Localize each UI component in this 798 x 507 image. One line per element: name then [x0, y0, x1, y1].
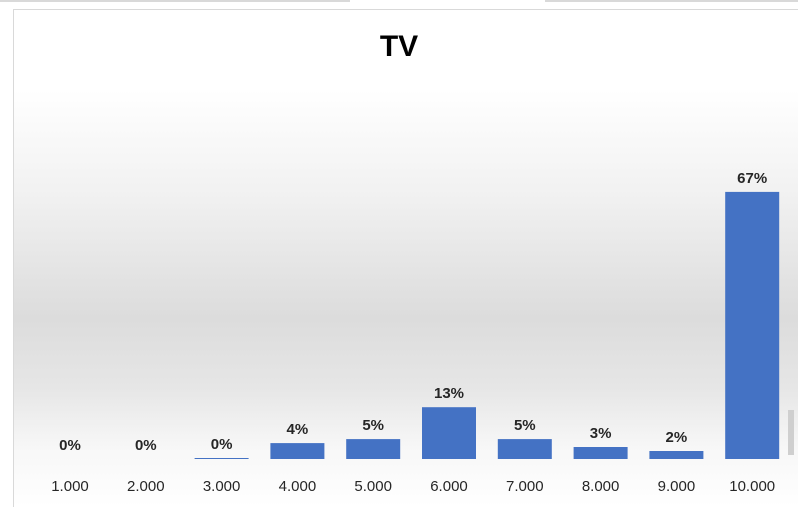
bar-3	[194, 458, 249, 459]
chart-area	[13, 9, 798, 507]
chart-title: TV	[379, 30, 419, 63]
bar-9	[649, 451, 704, 459]
bar-8	[573, 447, 628, 459]
data-label-10: 67%	[737, 170, 767, 187]
data-label-9: 2%	[666, 429, 688, 446]
bar-6	[422, 407, 476, 459]
x-tick-label-5: 5.000	[354, 478, 392, 495]
scroll-edge	[788, 410, 794, 455]
bar-4	[270, 443, 325, 459]
data-label-1: 0%	[59, 437, 81, 454]
x-tick-label-4: 4.000	[279, 478, 317, 495]
x-tick-label-7: 7.000	[506, 478, 544, 495]
data-label-8: 3%	[590, 425, 612, 442]
tab-strip	[0, 0, 798, 10]
data-label-3: 0%	[211, 436, 233, 453]
x-tick-label-10: 10.000	[729, 478, 775, 495]
x-tick-label-1: 1.000	[51, 478, 89, 495]
bar-7	[497, 439, 552, 459]
x-tick-label-6: 6.000	[430, 478, 468, 495]
data-label-4: 4%	[287, 421, 309, 438]
x-tick-label-2: 2.000	[127, 478, 165, 495]
bar-10	[725, 191, 780, 459]
x-tick-label-3: 3.000	[203, 478, 241, 495]
data-label-7: 5%	[514, 417, 536, 434]
data-label-2: 0%	[135, 437, 157, 454]
bar-5	[346, 439, 401, 459]
x-tick-label-9: 9.000	[658, 478, 696, 495]
x-tick-label-8: 8.000	[582, 478, 620, 495]
data-label-5: 5%	[362, 417, 384, 434]
data-label-6: 13%	[434, 385, 464, 402]
